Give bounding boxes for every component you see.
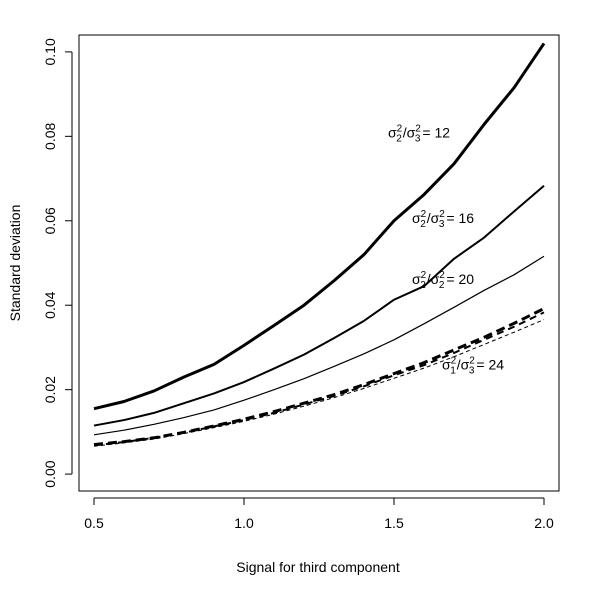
x-tick-label: 0.5 <box>84 515 104 531</box>
series-line-4 <box>93 307 545 447</box>
x-tick-label: 1.5 <box>384 515 404 531</box>
y-tick-label: 0.10 <box>42 38 58 65</box>
series-line-2 <box>93 184 545 427</box>
y-tick-label: 0.00 <box>42 460 58 487</box>
series-line-6 <box>93 319 545 447</box>
series-annotation-2: σ2 2/σ2 3 = 16 <box>412 209 474 230</box>
series-annotation-3: σ2 2/σ2 2 = 20 <box>412 270 474 291</box>
y-axis: 0.00 0.02 0.04 0.06 0.08 0.10 <box>42 38 73 488</box>
y-tick-label: 0.04 <box>42 291 58 318</box>
series-annotation-1: σ2 2/σ2 3 = 12 <box>388 124 450 145</box>
y-tick-label: 0.06 <box>42 207 58 234</box>
y-axis-label: Standard deviation <box>7 205 23 322</box>
annotation-layer: σ2 2/σ2 3 = 12 σ2 2/σ2 3 = 16 σ2 2/σ2 2 = 20 σ2 1/σ2 3… <box>388 124 504 377</box>
plot-frame <box>78 34 560 492</box>
y-tick-label: 0.02 <box>42 376 58 403</box>
series-annotation-4: σ2 1/σ2 3 = 24 <box>442 355 504 376</box>
x-axis: 0.5 1.0 1.5 2.0 <box>84 497 554 531</box>
y-tick-label: 0.08 <box>42 122 58 149</box>
series-layer <box>93 42 546 447</box>
series-line-1 <box>93 42 546 411</box>
x-tick-label: 1.0 <box>234 515 254 531</box>
x-tick-label: 2.0 <box>534 515 554 531</box>
series-line-5 <box>93 311 545 447</box>
x-axis-label: Signal for third component <box>236 559 400 575</box>
series-line-3 <box>93 255 545 436</box>
